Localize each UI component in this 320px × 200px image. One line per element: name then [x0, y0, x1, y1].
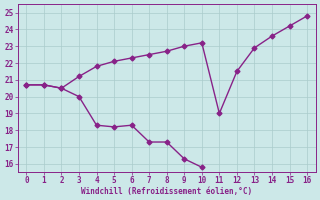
X-axis label: Windchill (Refroidissement éolien,°C): Windchill (Refroidissement éolien,°C) — [81, 187, 252, 196]
